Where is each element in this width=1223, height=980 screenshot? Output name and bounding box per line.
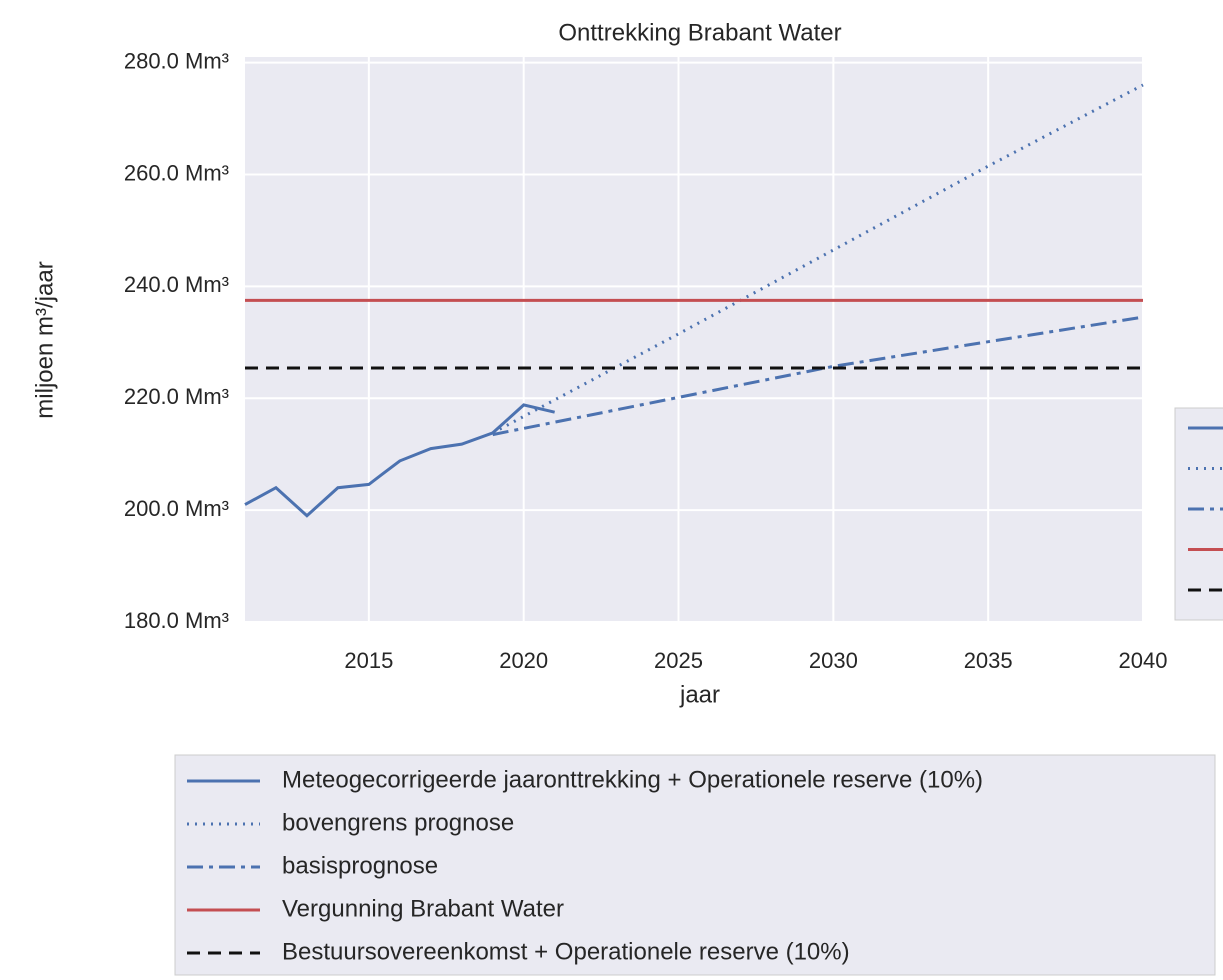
- series-line: [244, 403, 555, 518]
- series-line: [492, 315, 1144, 437]
- legend-label: Vergunning Brabant Water: [282, 895, 564, 922]
- x-axis-label: jaar: [679, 681, 720, 708]
- y-tick-label: 240.0 Mm³: [124, 272, 229, 297]
- y-tick-label: 200.0 Mm³: [124, 496, 229, 521]
- y-tick-label: 180.0 Mm³: [124, 608, 229, 633]
- y-axis-label: miljoen m³/jaar: [31, 261, 58, 418]
- x-tick-label: 2040: [1119, 648, 1168, 673]
- x-tick-label: 2035: [964, 648, 1013, 673]
- legend-label: Bestuursovereenkomst + Operationele rese…: [282, 938, 850, 965]
- legend-label: Meteogecorrigeerde jaaronttrekking + Ope…: [282, 766, 983, 793]
- y-tick-label: 280.0 Mm³: [124, 48, 229, 73]
- legend-label: basisprognose: [282, 852, 438, 879]
- x-tick-label: 2015: [344, 648, 393, 673]
- x-tick-label: 2025: [654, 648, 703, 673]
- x-tick-label: 2020: [499, 648, 548, 673]
- legend-label: bovengrens prognose: [282, 809, 514, 836]
- legend-box: [174, 754, 1216, 976]
- y-tick-label: 260.0 Mm³: [124, 160, 229, 185]
- plot-area: [245, 57, 1143, 622]
- legend-box: [1174, 407, 1223, 621]
- y-tick-label: 220.0 Mm³: [124, 384, 229, 409]
- chart-title: Onttrekking Brabant Water: [558, 19, 841, 46]
- x-tick-label: 2030: [809, 648, 858, 673]
